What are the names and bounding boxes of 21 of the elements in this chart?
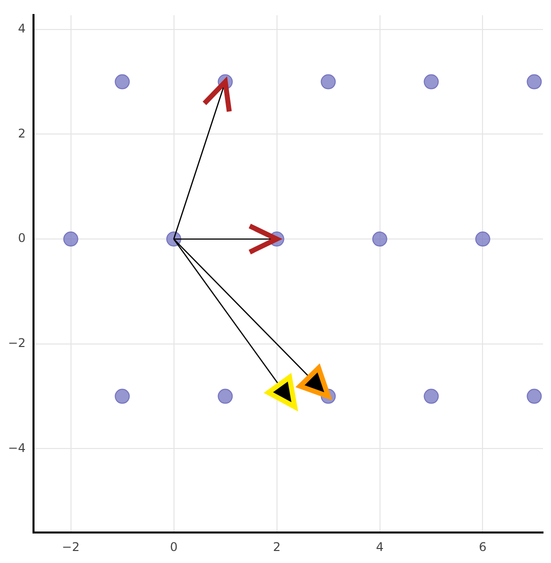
point [424,388,439,404]
point [218,388,233,404]
x-tick-label: 0 [170,540,178,554]
x-tick-label: 6 [478,540,487,554]
point [424,74,439,90]
point [63,232,78,247]
point [526,74,542,90]
point [114,388,130,404]
x-tick-label: −2 [62,540,80,554]
point [475,232,490,247]
y-tick-label: −4 [8,440,26,455]
point [114,74,130,90]
y-tick-label: 4 [18,21,26,36]
point [526,388,542,404]
y-tick-label: −2 [8,336,26,350]
point [320,74,336,90]
x-tick-label: 2 [272,540,281,554]
x-tick-label: 4 [376,540,384,554]
point [372,232,388,247]
y-tick-label: 0 [18,231,26,246]
y-tick-label: 2 [18,126,26,140]
